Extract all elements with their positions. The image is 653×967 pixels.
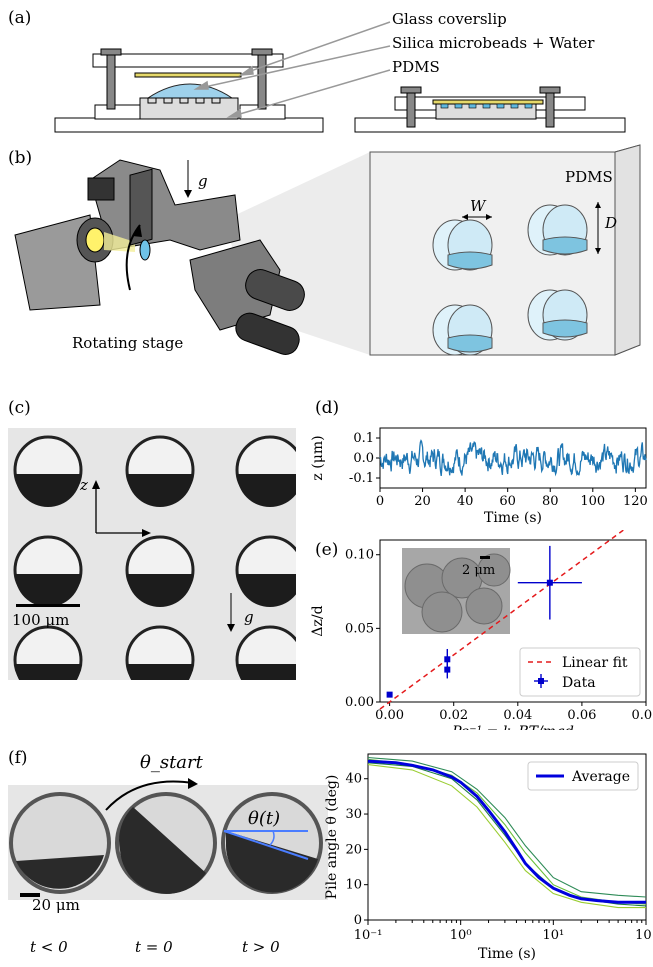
x-tick-label: 120 — [623, 494, 648, 509]
x-axis-label: Time (s) — [478, 946, 536, 962]
bead-pile — [237, 474, 296, 507]
x-tick-label: 10⁰ — [450, 928, 472, 943]
bead-pile — [15, 574, 81, 607]
y-tick-label: 0.0 — [353, 451, 374, 466]
x-tick-label: 20 — [414, 494, 431, 509]
panel-a-label: (a) — [8, 8, 32, 28]
data-point — [546, 579, 553, 586]
data-point — [386, 691, 393, 698]
panel-b-illustration — [14, 144, 641, 356]
width-label: W — [470, 197, 486, 215]
z-axis-label: z — [80, 476, 88, 494]
panel-f-label: (f) — [8, 748, 28, 768]
pdms-block — [139, 97, 239, 120]
gravity-label-b: g — [198, 172, 208, 190]
y-tick-label: 0.05 — [345, 621, 374, 636]
y-tick-label: 0.1 — [353, 431, 374, 446]
y-tick-label: 0.10 — [345, 548, 374, 563]
legend-average-label: Average — [571, 769, 630, 785]
theta-start-label: θ_start — [140, 752, 203, 773]
x-tick-label: 10² — [635, 928, 652, 943]
x-tick-label: 10¹ — [542, 928, 564, 943]
y-tick-label: 0.00 — [345, 695, 374, 710]
legend-box — [527, 761, 639, 791]
chart-f: 10⁻¹ 10⁰ 10¹ 10² 0 10 20 30 40 Time (s) Pile angle… — [324, 753, 652, 962]
legend-data-label: Data — [562, 675, 596, 691]
wells — [432, 204, 588, 356]
x-tick-label: 60 — [499, 494, 516, 509]
legend-box — [519, 647, 641, 697]
inset-bead — [421, 591, 463, 633]
series-line — [379, 439, 647, 477]
scale-bar-c: 100 μm — [12, 611, 70, 629]
x-tick-label: 0.06 — [567, 708, 596, 723]
bead-pile — [15, 664, 81, 680]
chart-d: 0 20 40 60 80 100 120 0.1 0.0 -0.1 Time (s) z (μm) — [310, 427, 648, 526]
depth-label: D — [605, 214, 618, 232]
panel-a-schematic — [54, 21, 626, 133]
bead-pile — [127, 574, 193, 607]
legend-fit-label: Linear fit — [562, 655, 628, 671]
chart-e: 0.00 0.02 0.04 0.06 0.08 0.00 0.05 0.10 Pe⁻¹ = k… — [310, 530, 652, 730]
y-tick-label: 10 — [345, 878, 362, 893]
label-silica-microbeads: Silica microbeads + Water — [392, 34, 595, 52]
x-tick-label: 40 — [457, 494, 474, 509]
x-tick-label: 100 — [580, 494, 605, 509]
time-label-before: t < 0 — [30, 938, 68, 956]
x-tick-label: 0.00 — [375, 708, 404, 723]
top-plate — [92, 53, 284, 68]
y-tick-label: -0.1 — [349, 471, 374, 486]
y-tick-label: 20 — [345, 842, 362, 857]
bead-pile — [237, 664, 296, 680]
average-line — [367, 759, 646, 904]
x-axis-label: Pe⁻¹ = k_BT/mgd — [451, 724, 574, 730]
time-label-after: t > 0 — [242, 938, 280, 956]
y-axis-label: Pile angle θ (deg) — [324, 775, 340, 900]
x-tick-label: 10⁻¹ — [354, 928, 383, 943]
y-axis-label: Δz/d — [310, 605, 326, 636]
pdms-label-b: PDMS — [565, 168, 613, 186]
x-tick-label: 80 — [542, 494, 559, 509]
base-plate — [54, 117, 324, 133]
microscope — [89, 159, 241, 251]
panel-b-label: (b) — [8, 148, 33, 168]
panel-c-label: (c) — [8, 398, 31, 418]
y-axis-label: z (μm) — [310, 435, 326, 480]
x-tick-label: 0.02 — [439, 708, 468, 723]
inset-bead — [477, 553, 511, 587]
bead-pile — [127, 474, 193, 507]
bead-pile — [237, 574, 296, 607]
y-tick-label: 40 — [345, 772, 362, 787]
time-label-start: t = 0 — [135, 938, 173, 956]
inset-scale-label: 2 μm — [462, 563, 495, 578]
x-tick-label: 0 — [376, 494, 384, 509]
panel-e-label: (e) — [315, 540, 339, 560]
coverslip — [134, 72, 242, 78]
trial-line — [367, 756, 647, 898]
y-tick-label: 30 — [345, 807, 362, 822]
bead-pile — [15, 474, 81, 507]
label-pdms: PDMS — [392, 58, 440, 76]
panel-d-label: (d) — [315, 398, 340, 418]
theta-t-label: θ(t) — [248, 808, 281, 829]
inset-scale-bar — [480, 556, 490, 559]
bead-pile — [127, 664, 193, 680]
scale-bar-f: 20 μm — [32, 896, 80, 914]
panel-f-micrographs — [8, 778, 328, 900]
fit-line — [379, 530, 625, 710]
data-point — [444, 656, 451, 663]
panel-c-micrograph — [8, 428, 296, 680]
inset-bead — [465, 587, 503, 625]
y-tick-label: 0 — [354, 913, 362, 928]
water-drop — [146, 83, 234, 99]
x-tick-label: 0.04 — [503, 708, 532, 723]
rotating-stage-label: Rotating stage — [72, 334, 184, 352]
x-axis-label: Time (s) — [484, 510, 542, 526]
label-glass-coverslip: Glass coverslip — [392, 10, 507, 28]
x-tick-label: 0.08 — [632, 708, 652, 723]
gravity-label-c: g — [244, 608, 254, 626]
trial-line — [367, 764, 646, 909]
